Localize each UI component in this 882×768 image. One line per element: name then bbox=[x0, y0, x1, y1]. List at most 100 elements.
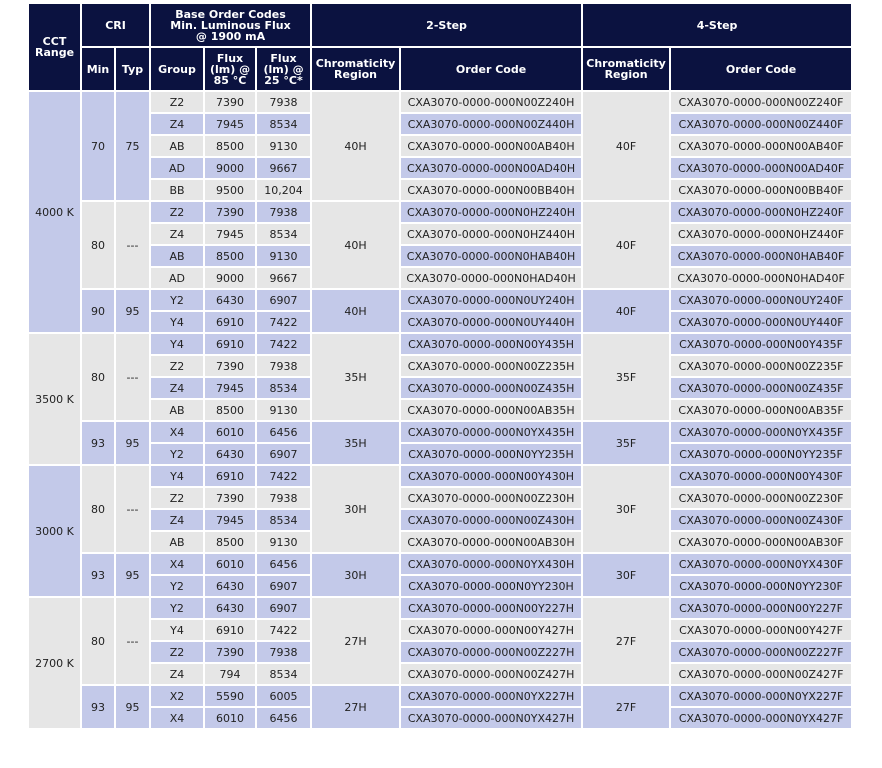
cell: Z2 bbox=[149, 200, 206, 224]
cell: Y2 bbox=[149, 442, 206, 466]
cell: 7938 bbox=[255, 90, 313, 114]
cell: CXA3070-0000-000N0YX435H bbox=[399, 420, 584, 444]
cell: CXA3070-0000-000N00Z230F bbox=[669, 486, 854, 510]
header-line: Base Order Codes bbox=[175, 7, 286, 21]
cell: AB bbox=[149, 244, 206, 268]
cell: 6010 bbox=[203, 420, 258, 444]
cell: 7945 bbox=[203, 376, 258, 400]
table-row: BB 9500 10,204 CXA3070-0000-000N00BB40H CXA3… bbox=[28, 178, 854, 202]
header-cell: Group bbox=[149, 46, 206, 92]
table-row: AB 8500 9130 CXA3070-0000-000N00AB30H CXA307… bbox=[28, 530, 854, 554]
cell: 8500 bbox=[203, 244, 258, 268]
cell: 8534 bbox=[255, 508, 313, 532]
cell: 8500 bbox=[203, 134, 258, 158]
header-cell: Base Order Codes Min. Luminous Flux @ 1900… bbox=[149, 2, 313, 48]
header-cell: Flux (lm) @25 °C* bbox=[255, 46, 313, 92]
cell: 7390 bbox=[203, 90, 258, 114]
header-cell: Typ bbox=[113, 46, 152, 92]
cell: 6456 bbox=[255, 552, 313, 576]
cell: CXA3070-0000-000N0YX227F bbox=[669, 684, 854, 708]
header-cell: Min bbox=[80, 46, 116, 92]
cell: CXA3070-0000-000N00Z435F bbox=[669, 376, 854, 400]
cell: CXA3070-0000-000N0HAD40H bbox=[399, 266, 584, 290]
cell: 6910 bbox=[203, 464, 258, 488]
cell: 2700 K bbox=[27, 596, 82, 730]
cell: Y4 bbox=[149, 332, 206, 356]
cell: CXA3070-0000-000N00Z227F bbox=[669, 640, 854, 664]
table-row: Z2 7390 7938 CXA3070-0000-000N00Z235H CXA307… bbox=[28, 354, 854, 378]
cell: CXA3070-0000-000N0HZ440H bbox=[399, 222, 584, 246]
cell: 10,204 bbox=[255, 178, 313, 202]
cell: 93 bbox=[80, 420, 116, 466]
table-row: Z2 7390 7938 CXA3070-0000-000N00Z230H CXA307… bbox=[28, 486, 854, 510]
cell: Y2 bbox=[149, 596, 206, 620]
cell: 6907 bbox=[255, 442, 313, 466]
table-row: X4 6010 6456 CXA3070-0000-000N0YX427H CXA307… bbox=[28, 706, 854, 730]
cell: Z4 bbox=[149, 222, 206, 246]
cell: 95 bbox=[113, 552, 152, 598]
cell: 7422 bbox=[255, 332, 313, 356]
table-row: 90 95 Y2 6430 6907 40H CXA3070-0000-000N0UY240… bbox=[28, 288, 854, 334]
cell: 7945 bbox=[203, 222, 258, 246]
header-cell: Chromaticity Region bbox=[310, 46, 402, 92]
cell: 7945 bbox=[203, 112, 258, 136]
header-cell: CRI bbox=[79, 2, 152, 48]
cell: 6430 bbox=[203, 442, 258, 466]
cell: 6907 bbox=[255, 574, 313, 598]
cell: 30H bbox=[310, 552, 402, 598]
cell: CXA3070-0000-000N00Y435H bbox=[399, 332, 584, 356]
cell: CXA3070-0000-000N00AB35H bbox=[399, 398, 584, 422]
cell: CXA3070-0000-000N00Y227H bbox=[399, 596, 584, 620]
cell: 40F bbox=[581, 288, 672, 334]
cell: Y4 bbox=[149, 464, 206, 488]
cell: --- bbox=[113, 464, 152, 554]
table-row: 3500 K 80 --- Y4 6910 7422 35H CXA3070-0000-000… bbox=[27, 332, 854, 466]
cell: 80 bbox=[80, 200, 116, 290]
cell: 95 bbox=[113, 288, 152, 334]
cell: CXA3070-0000-000N0YY235H bbox=[399, 442, 584, 466]
cell: 8534 bbox=[255, 222, 313, 246]
cell: AD bbox=[149, 156, 206, 180]
cell: --- bbox=[113, 200, 152, 290]
header-line: Flux bbox=[270, 51, 297, 65]
cell: CXA3070-0000-000N00AD40H bbox=[399, 156, 584, 180]
cell: 70 bbox=[80, 90, 116, 202]
cell: X4 bbox=[149, 706, 206, 730]
cell: Y4 bbox=[149, 310, 206, 334]
cell: CXA3070-0000-000N00Z427H bbox=[399, 662, 584, 686]
table-row: 4000 K 70 75 Z2 7390 7938 40H CXA3070-0000-000N… bbox=[27, 90, 854, 334]
header-line: Chromaticity bbox=[586, 57, 666, 70]
cell: 8500 bbox=[203, 530, 258, 554]
header-line: (lm) @ bbox=[209, 62, 251, 76]
header-line: @ 1900 mA bbox=[195, 29, 266, 43]
cell: 27H bbox=[310, 596, 402, 686]
cell: 6010 bbox=[203, 552, 258, 576]
cell: 27F bbox=[581, 684, 672, 730]
cell: 9130 bbox=[255, 134, 313, 158]
cell: CXA3070-0000-000N0HZ240H bbox=[399, 200, 584, 224]
header-cell: Order Code bbox=[669, 46, 854, 92]
cell: CXA3070-0000-000N0HAB40F bbox=[669, 244, 854, 268]
cell: CXA3070-0000-000N00Z430F bbox=[669, 508, 854, 532]
header-cell: 2-Step bbox=[310, 2, 584, 48]
cell: AD bbox=[149, 266, 206, 290]
cell: CXA3070-0000-000N00Y427F bbox=[669, 618, 854, 642]
header-line: (lm) @ bbox=[263, 62, 304, 76]
cell: CXA3070-0000-000N00Z227H bbox=[399, 640, 584, 664]
header-line: CCT bbox=[42, 35, 67, 48]
cell: AB bbox=[149, 530, 206, 554]
cell: CXA3070-0000-000N0YY235F bbox=[669, 442, 854, 466]
cell: 30F bbox=[581, 464, 672, 554]
cell: 8500 bbox=[203, 398, 258, 422]
cell: 27H bbox=[310, 684, 402, 730]
cell: CXA3070-0000-000N0UY440F bbox=[669, 310, 854, 334]
table-row: Y2 6430 6907 CXA3070-0000-000N0YY235H CXA307… bbox=[28, 442, 854, 466]
cell: --- bbox=[113, 332, 152, 422]
cell: CXA3070-0000-000N0HAB40H bbox=[399, 244, 584, 268]
cell: 40H bbox=[310, 288, 402, 334]
cell: CXA3070-0000-000N0YY230H bbox=[399, 574, 584, 598]
cell: Z4 bbox=[149, 662, 206, 686]
cell: CXA3070-0000-000N00Z435H bbox=[399, 376, 584, 400]
cell: 80 bbox=[80, 332, 116, 422]
cell: 7422 bbox=[255, 464, 313, 488]
